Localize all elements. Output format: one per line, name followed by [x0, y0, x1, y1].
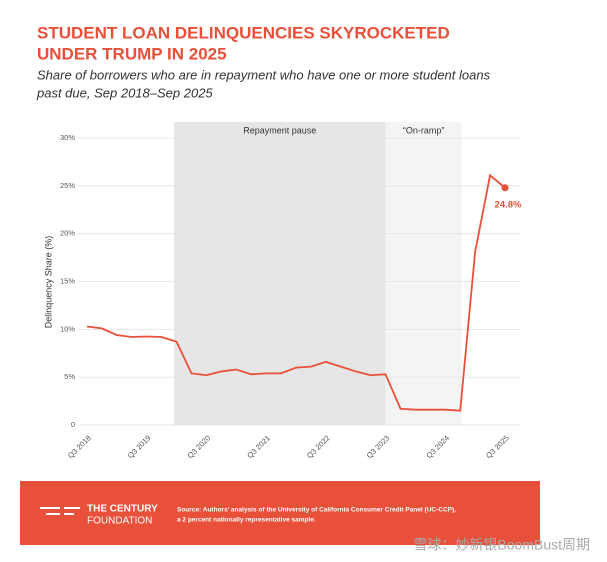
x-tick-label: Q3 2021 — [245, 433, 272, 460]
subtitle-line: past due, Sep 2018–Sep 2025 — [36, 85, 213, 100]
watermark: 雪球：妙新银BoomBust周期 — [413, 537, 590, 553]
y-tick-label: 20% — [60, 229, 75, 238]
x-tick-label: Q3 2025 — [484, 433, 511, 460]
logo-text: THE CENTURY — [87, 504, 158, 515]
x-tick-label: Q3 2020 — [186, 433, 213, 460]
source-text: Source: Authors’ analysis of the Univers… — [177, 507, 456, 514]
x-tick-label: Q3 2019 — [126, 433, 153, 460]
line — [86, 173, 506, 412]
point-marker — [501, 184, 509, 192]
data-label: 24.8% — [495, 199, 522, 210]
y-tick-label: 15% — [60, 276, 75, 285]
y-tick-label: 5% — [64, 372, 75, 381]
y-tick-label: 10% — [60, 324, 75, 333]
plot: Repayment pause “On-ramp” 0 5% 10% 15% 20% 25% 3… — [60, 122, 522, 460]
y-tick-label: 30% — [60, 133, 75, 142]
title-line: UNDER TRUMP IN 2025 — [37, 44, 227, 63]
region-label: Repayment pause — [243, 125, 316, 135]
y-axis-label: Delinquency Share (%) — [43, 236, 53, 329]
shaded-region — [174, 122, 386, 425]
x-tick-label: Q3 2022 — [305, 433, 332, 460]
x-tick-label: Q3 2024 — [424, 433, 451, 460]
region-label: “On-ramp” — [403, 125, 445, 135]
source-text: a 2 percent nationally representative sa… — [177, 517, 316, 524]
x-tick-label: Q3 2018 — [66, 433, 93, 460]
y-tick-label: 25% — [60, 181, 75, 190]
x-tick-label: Q3 2023 — [365, 433, 392, 460]
title-line: STUDENT LOAN DELINQUENCIES SKYROCKETED — [37, 23, 450, 42]
shaded-region — [385, 122, 462, 425]
y-tick-label: 0 — [71, 420, 75, 429]
logo-text: FOUNDATION — [87, 516, 152, 527]
subtitle-line: Share of borrowers who are in repayment … — [37, 67, 491, 82]
logo-mark — [40, 507, 80, 515]
footer-band — [20, 481, 540, 545]
